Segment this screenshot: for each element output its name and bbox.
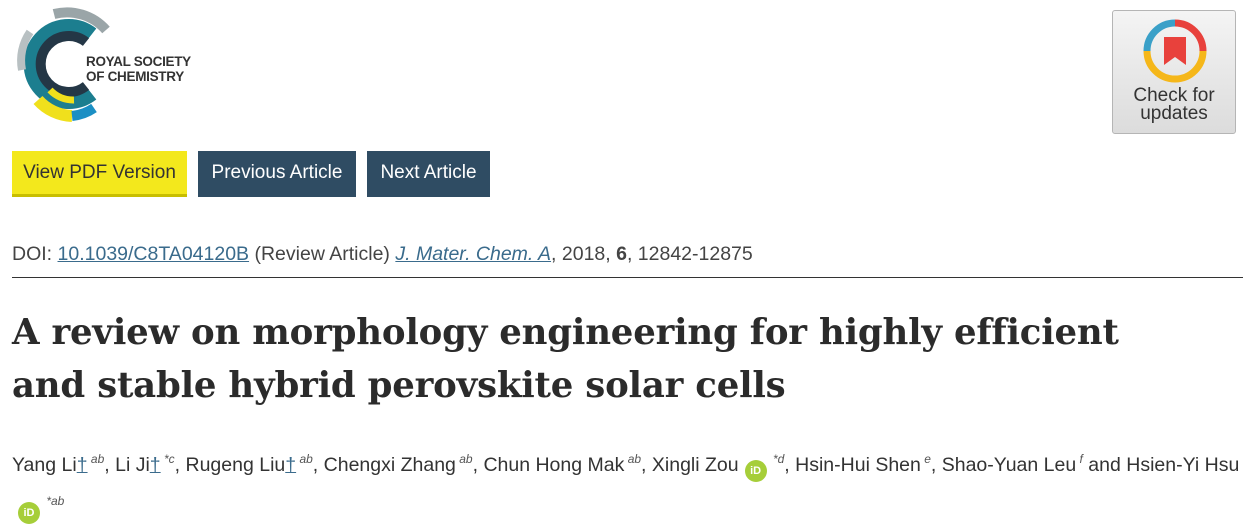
logo-line-2: OF CHEMISTRY: [86, 69, 184, 84]
author-name[interactable]: Shao-Yuan Leu: [941, 454, 1077, 476]
author-affiliation: *d: [769, 452, 785, 466]
check-for-updates-line-2: updates: [1140, 103, 1208, 124]
author-separator: ,: [641, 454, 647, 476]
orcid-icon[interactable]: iD: [744, 460, 767, 482]
author-item: Rugeng Liu† ab,: [185, 452, 319, 476]
author-item: Shao-Yuan Leu f and: [941, 452, 1121, 476]
author-affiliation: ab: [87, 452, 105, 466]
author-separator: ,: [784, 454, 790, 476]
doi-label: DOI:: [12, 243, 53, 265]
author-affiliation: *c: [160, 452, 175, 466]
check-for-updates-icon: [1143, 19, 1207, 83]
author-item: Chun Hong Mak ab,: [483, 452, 647, 476]
check-for-updates-line-1: Check for: [1133, 85, 1215, 106]
check-for-updates-label: Check for updates: [1113, 85, 1235, 124]
view-pdf-button[interactable]: View PDF Version: [12, 151, 187, 197]
logo-line-1: ROYAL SOCIETY: [86, 54, 191, 69]
author-name[interactable]: Yang Li: [12, 454, 77, 476]
divider: [12, 277, 1243, 278]
author-separator: and: [1082, 454, 1121, 476]
check-for-updates-button[interactable]: Check for updates: [1112, 10, 1236, 134]
author-separator: ,: [930, 454, 937, 476]
author-item: Hsin-Hui Shen e,: [795, 452, 937, 476]
equal-contribution-footnote-link[interactable]: †: [76, 454, 88, 476]
author-item: Yang Li† ab,: [12, 452, 110, 476]
equal-contribution-footnote-link[interactable]: †: [285, 454, 297, 476]
author-item: Chengxi Zhang ab,: [323, 452, 479, 476]
author-name[interactable]: Xingli Zou: [651, 454, 739, 476]
previous-article-button[interactable]: Previous Article: [198, 151, 356, 197]
author-name[interactable]: Rugeng Liu: [185, 454, 286, 476]
citation-pages: , 12842-12875: [626, 243, 753, 265]
citation-line: DOI: 10.1039/C8TA04120B (Review Article)…: [12, 243, 753, 266]
author-separator: ,: [174, 454, 181, 476]
citation-year: , 2018,: [551, 243, 611, 265]
article-title-line-2: and stable hybrid perovskite solar cells: [12, 365, 786, 406]
orcid-icon[interactable]: iD: [18, 502, 40, 524]
author-item: Hsien-Yi Hsu iD *ab: [12, 454, 1240, 524]
journal-link[interactable]: J. Mater. Chem. A: [395, 243, 552, 265]
author-separator: ,: [104, 454, 110, 476]
article-title-line-1: A review on morphology engineering for h…: [12, 312, 1119, 353]
doi-link[interactable]: 10.1039/C8TA04120B: [57, 243, 250, 265]
equal-contribution-footnote-link[interactable]: †: [149, 454, 161, 476]
author-name[interactable]: Hsien-Yi Hsu: [1126, 454, 1240, 476]
author-affiliation: ab: [296, 452, 313, 466]
author-affiliation: ab: [624, 452, 642, 466]
article-title: A review on morphology engineering for h…: [12, 306, 1247, 412]
author-name[interactable]: Chun Hong Mak: [483, 454, 625, 476]
royal-society-of-chemistry-logo[interactable]: ROYAL SOCIETY OF CHEMISTRY: [14, 6, 204, 122]
author-affiliation: ab: [455, 452, 473, 466]
next-article-button[interactable]: Next Article: [367, 151, 490, 197]
author-separator: ,: [312, 454, 319, 476]
author-separator: ,: [472, 454, 479, 476]
author-affiliation: *ab: [43, 494, 65, 508]
author-affiliation: e: [920, 452, 931, 466]
author-affiliation: f: [1076, 452, 1083, 466]
author-name[interactable]: Hsin-Hui Shen: [795, 454, 921, 476]
author-list: Yang Li† ab, Li Ji† *c, Rugeng Liu† ab, …: [12, 444, 1247, 528]
rsc-logo-emblem: [17, 7, 110, 122]
author-item: Li Ji† *c,: [115, 452, 181, 476]
author-item: Xingli Zou iD *d,: [651, 452, 790, 482]
citation-volume: 6: [616, 243, 627, 265]
logo-text: ROYAL SOCIETY OF CHEMISTRY: [86, 54, 191, 84]
author-name[interactable]: Li Ji: [115, 454, 150, 476]
article-type: (Review Article): [254, 243, 390, 265]
author-name[interactable]: Chengxi Zhang: [323, 454, 456, 476]
